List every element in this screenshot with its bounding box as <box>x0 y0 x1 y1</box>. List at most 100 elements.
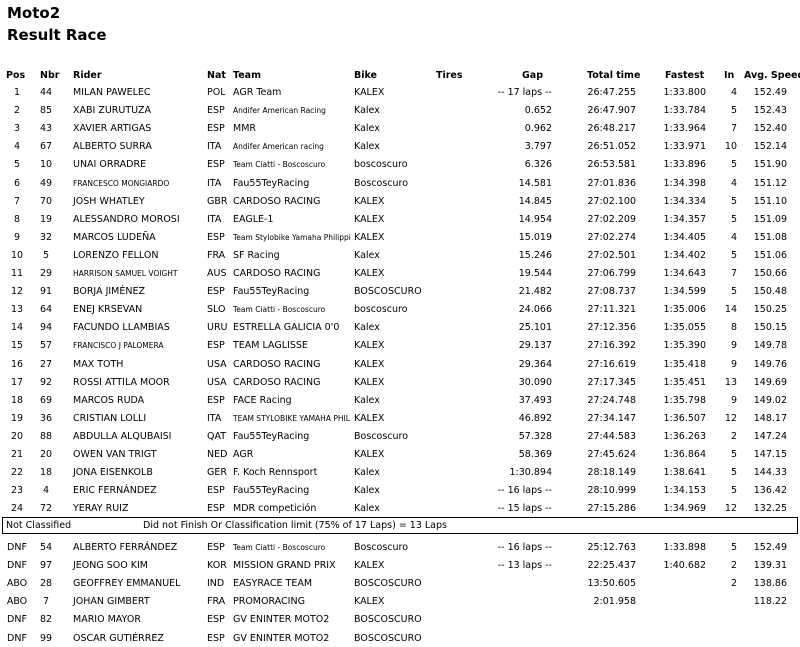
nation: ESP <box>207 340 225 352</box>
avg-speed: 152.43 <box>753 105 787 117</box>
pos: 4 <box>13 141 21 153</box>
nation: ITA <box>207 141 222 153</box>
nation: FRA <box>207 249 226 261</box>
avg-speed: 152.49 <box>753 542 787 553</box>
rider: HARRISON SAMUEL VOIGHT <box>73 269 178 278</box>
bike: BOSCOSCURO <box>354 614 422 626</box>
number: 36 <box>39 412 53 424</box>
bike: BOSCOSCURO <box>354 578 422 590</box>
column-header: Team <box>233 70 261 81</box>
team: CARDOSO RACING <box>233 376 321 388</box>
number: 27 <box>39 358 53 370</box>
in-lap: 5 <box>730 286 737 298</box>
number: 18 <box>39 467 53 479</box>
rider: XAVIER ARTIGAS <box>73 123 152 135</box>
number: 43 <box>39 123 53 135</box>
bike: Kalex <box>354 503 380 515</box>
in-lap: 5 <box>730 159 737 171</box>
number: 29 <box>39 268 53 279</box>
rider: CRISTIAN LOLLI <box>73 412 147 424</box>
in-lap: 13 <box>724 376 737 388</box>
fastest: 1:34.599 <box>663 286 707 298</box>
subtitle: Result Race <box>7 26 107 44</box>
fastest: 1:34.969 <box>663 503 707 515</box>
fastest: 1:35.390 <box>663 340 707 352</box>
rider: FRANCESCO MONGIARDO <box>73 178 170 188</box>
gap: 19.544 <box>518 268 552 279</box>
in-lap: 2 <box>730 578 737 590</box>
column-header: Fastest <box>665 70 705 81</box>
team: CARDOSO RACING <box>233 268 321 279</box>
rider: ALBERTO FERRÁNDEZ <box>73 542 178 553</box>
column-header: Tires <box>436 70 463 81</box>
avg-speed: 150.48 <box>753 286 787 298</box>
fastest: 1:36.263 <box>663 430 707 442</box>
rider: UNAI ORRADRE <box>73 159 147 171</box>
avg-speed: 150.66 <box>753 268 787 279</box>
bike: KALEX <box>354 358 385 370</box>
in-lap: 4 <box>730 177 737 189</box>
rider: FACUNDO LLAMBIAS <box>73 322 170 334</box>
team: Team Ciatti - Boscoscuro <box>233 305 326 315</box>
total-time: 26:47.255 <box>587 87 636 98</box>
in-lap: 9 <box>730 340 737 352</box>
total-time: 26:48.217 <box>587 123 636 135</box>
avg-speed: 152.14 <box>753 141 787 153</box>
bike: KALEX <box>354 195 385 207</box>
pos: DNF <box>7 542 27 553</box>
pos: DNF <box>7 614 27 626</box>
gap: -- 13 laps -- <box>497 560 552 572</box>
avg-speed: 136.42 <box>753 485 787 497</box>
team: CARDOSO RACING <box>233 195 321 207</box>
nation: ESP <box>207 394 225 406</box>
bike: KALEX <box>354 596 385 608</box>
bike: KALEX <box>354 213 385 225</box>
nation: ESP <box>207 159 225 171</box>
gap: -- 15 laps -- <box>497 503 552 515</box>
in-lap: 5 <box>730 213 737 225</box>
pos: 21 <box>10 449 24 460</box>
rider: XABI ZURUTUZA <box>73 105 151 117</box>
pos: 6 <box>13 177 21 189</box>
total-time: 27:11.321 <box>587 304 636 316</box>
total-time: 27:12.356 <box>587 322 636 334</box>
fastest: 1:40.682 <box>663 560 707 572</box>
team: EAGLE-1 <box>233 213 274 225</box>
avg-speed: 149.69 <box>753 376 787 388</box>
number: 54 <box>39 542 53 553</box>
nation: ESP <box>207 485 225 497</box>
fastest: 1:34.402 <box>663 249 707 261</box>
number: 20 <box>39 449 53 460</box>
nation: ITA <box>207 412 222 424</box>
team: Fau55TeyRacing <box>233 485 310 497</box>
pos: 20 <box>10 430 24 442</box>
not-classified-text: Did not Finish Or Classification limit (… <box>143 520 447 531</box>
rider: ALESSANDRO MOROSI <box>73 213 180 225</box>
gap: -- 17 laps -- <box>497 87 552 98</box>
fastest: 1:34.643 <box>663 268 707 279</box>
number: 28 <box>39 578 53 590</box>
nation: ESP <box>207 632 225 644</box>
in-lap: 5 <box>730 542 737 553</box>
avg-speed: 149.76 <box>753 358 787 370</box>
bike: boscoscuro <box>354 159 408 171</box>
number: 94 <box>39 322 53 334</box>
bike: BOSCOSCURO <box>354 632 422 644</box>
pos: 15 <box>10 340 24 352</box>
in-lap: 12 <box>724 412 737 424</box>
bike: Boscoscuro <box>354 542 409 553</box>
rider: FRANCISCO J PALOMERA <box>73 341 164 351</box>
total-time: 27:34.147 <box>587 412 636 424</box>
team: EASYRACE TEAM <box>233 578 313 590</box>
fastest: 1:33.971 <box>663 141 707 153</box>
fastest: 1:33.964 <box>663 123 707 135</box>
rider: JEONG SOO KIM <box>73 560 149 572</box>
team: GV ENINTER MOTO2 <box>233 614 330 626</box>
nation: QAT <box>207 430 227 442</box>
avg-speed: 150.15 <box>753 322 787 334</box>
in-lap: 7 <box>730 123 737 135</box>
number: 67 <box>39 141 53 153</box>
nation: GBR <box>207 195 228 207</box>
rider: MILAN PAWELEC <box>73 87 151 98</box>
bike: Kalex <box>354 105 380 117</box>
